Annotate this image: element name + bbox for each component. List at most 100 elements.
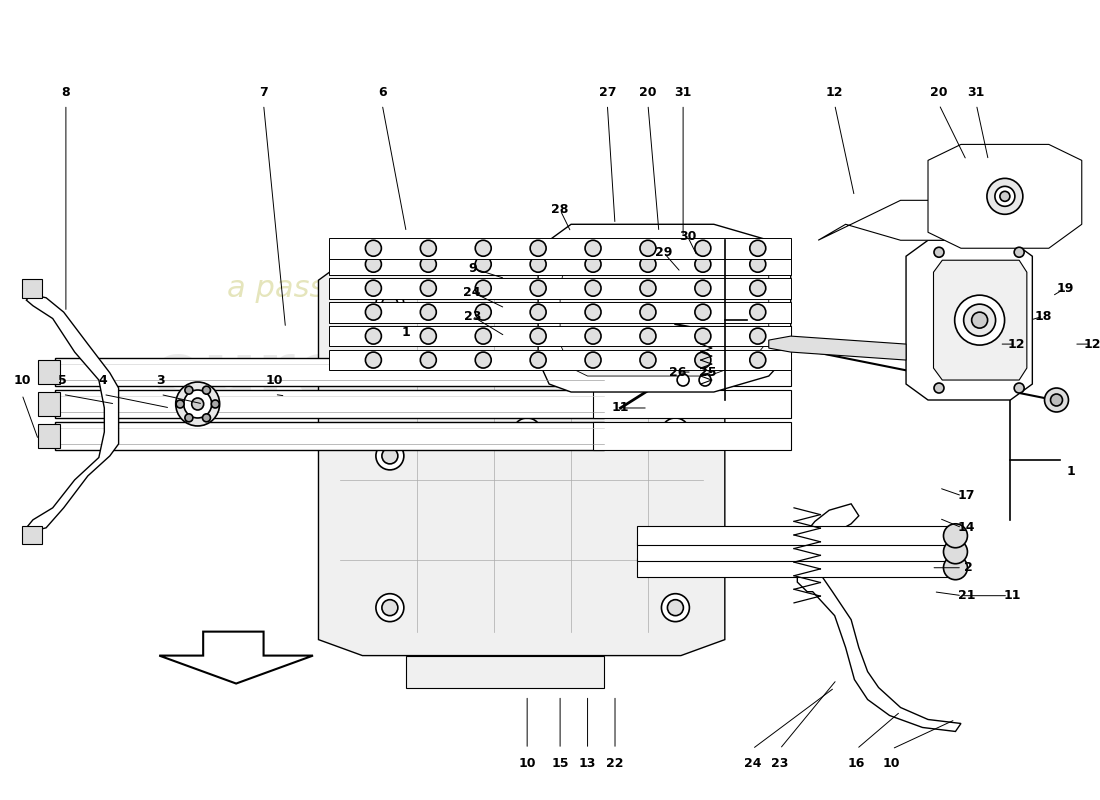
Circle shape (585, 352, 601, 368)
Polygon shape (593, 390, 791, 418)
Circle shape (191, 398, 204, 410)
Circle shape (944, 540, 967, 564)
Text: 19: 19 (1057, 282, 1074, 294)
Circle shape (585, 240, 601, 256)
Text: 18: 18 (1035, 310, 1052, 322)
Polygon shape (22, 278, 42, 298)
Polygon shape (593, 326, 791, 354)
Text: 17: 17 (958, 490, 976, 502)
Circle shape (750, 328, 766, 344)
Polygon shape (637, 542, 956, 562)
Circle shape (934, 383, 944, 393)
Polygon shape (55, 422, 604, 450)
Circle shape (420, 280, 437, 296)
Circle shape (585, 280, 601, 296)
Circle shape (514, 418, 541, 446)
Circle shape (376, 290, 404, 318)
Text: 4: 4 (99, 374, 108, 386)
Polygon shape (330, 350, 791, 370)
Circle shape (365, 240, 382, 256)
Circle shape (640, 352, 656, 368)
Circle shape (365, 352, 382, 368)
Polygon shape (55, 390, 604, 418)
Circle shape (1000, 191, 1010, 202)
Circle shape (185, 386, 192, 394)
Polygon shape (39, 392, 60, 416)
Text: euroParts: euroParts (152, 339, 573, 413)
Text: 31: 31 (674, 86, 692, 99)
Text: 10: 10 (13, 374, 31, 386)
Text: 1: 1 (402, 326, 410, 338)
Circle shape (530, 328, 546, 344)
Circle shape (678, 374, 689, 386)
Polygon shape (406, 655, 604, 687)
Text: 11: 11 (1004, 589, 1021, 602)
Circle shape (695, 240, 711, 256)
Circle shape (530, 352, 546, 368)
Text: 24: 24 (744, 757, 761, 770)
Circle shape (382, 448, 398, 464)
Text: 28: 28 (551, 203, 569, 217)
Circle shape (700, 374, 711, 386)
Circle shape (420, 256, 437, 272)
Text: 9: 9 (468, 262, 476, 274)
Circle shape (987, 178, 1023, 214)
Text: 3: 3 (156, 374, 165, 386)
Circle shape (376, 442, 404, 470)
Text: 12: 12 (826, 86, 844, 99)
Circle shape (661, 594, 690, 622)
Text: 23: 23 (771, 757, 789, 770)
Circle shape (640, 240, 656, 256)
Circle shape (640, 304, 656, 320)
Circle shape (365, 304, 382, 320)
Circle shape (519, 424, 535, 440)
Circle shape (382, 296, 398, 312)
Text: 31: 31 (968, 86, 984, 99)
Polygon shape (934, 260, 1026, 380)
Text: a passion for cars: a passion for cars (228, 274, 497, 302)
Polygon shape (538, 224, 791, 392)
Circle shape (640, 256, 656, 272)
Circle shape (661, 418, 690, 446)
Polygon shape (330, 302, 791, 322)
Circle shape (365, 280, 382, 296)
Circle shape (585, 328, 601, 344)
Circle shape (475, 328, 492, 344)
Polygon shape (160, 632, 314, 683)
Circle shape (640, 280, 656, 296)
Circle shape (475, 240, 492, 256)
Circle shape (184, 390, 211, 418)
Circle shape (1014, 383, 1024, 393)
Circle shape (750, 280, 766, 296)
Circle shape (668, 296, 683, 312)
Circle shape (475, 256, 492, 272)
Circle shape (585, 256, 601, 272)
Text: 10: 10 (883, 757, 901, 770)
Text: 11: 11 (612, 402, 629, 414)
Circle shape (750, 240, 766, 256)
Polygon shape (319, 248, 725, 655)
Polygon shape (330, 278, 791, 298)
Text: 30: 30 (679, 230, 696, 242)
Text: 15: 15 (551, 757, 569, 770)
Circle shape (585, 304, 601, 320)
Text: 14: 14 (958, 522, 976, 534)
Text: 5: 5 (58, 374, 67, 386)
Circle shape (944, 556, 967, 580)
Circle shape (211, 400, 219, 408)
Text: 16: 16 (848, 757, 866, 770)
Text: 12: 12 (1084, 338, 1100, 350)
Text: 23: 23 (463, 310, 481, 322)
Text: 20: 20 (639, 86, 657, 99)
Text: 26: 26 (669, 366, 686, 378)
Polygon shape (26, 294, 119, 532)
Circle shape (971, 312, 988, 328)
Polygon shape (593, 358, 791, 386)
Text: 24: 24 (463, 286, 481, 298)
Circle shape (964, 304, 996, 336)
Polygon shape (22, 526, 42, 544)
Circle shape (695, 256, 711, 272)
Circle shape (365, 256, 382, 272)
Polygon shape (818, 200, 989, 240)
Text: 10: 10 (266, 374, 284, 386)
